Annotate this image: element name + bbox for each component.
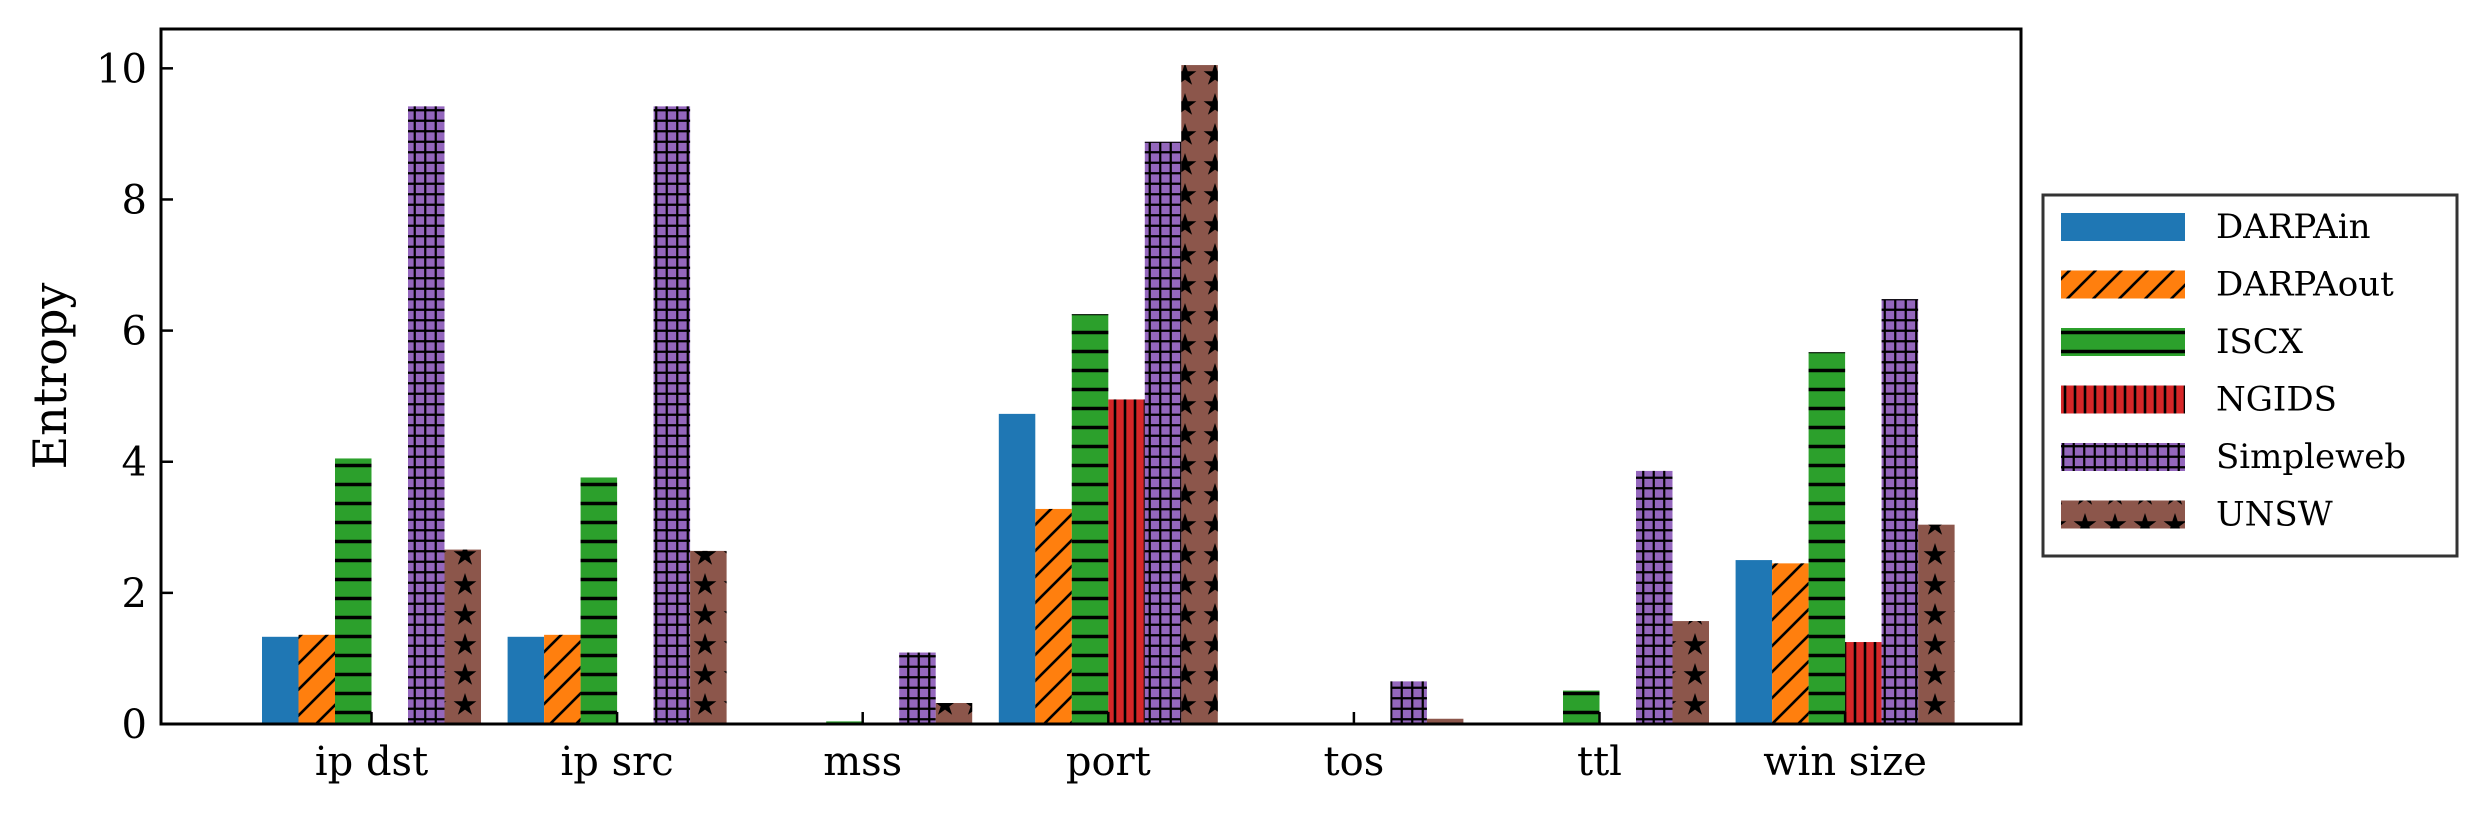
legend-swatch-hatch-UNSW <box>2061 500 2185 529</box>
bar-hatch-ISCX-ip-dst <box>335 458 372 724</box>
bar-hatch-Simpleweb-win-size <box>1881 299 1919 724</box>
y-tick-label: 4 <box>122 440 147 486</box>
bar-DARPAin-port <box>998 413 1036 724</box>
x-tick-label: port <box>1066 739 1151 785</box>
x-tick-label: ttl <box>1577 739 1622 785</box>
legend-label-DARPAin: DARPAin <box>2216 207 2371 247</box>
series-Simpleweb <box>408 106 1919 725</box>
bar-hatch-ISCX-ip-src <box>580 477 618 724</box>
plot-frame <box>159 27 2023 726</box>
y-tick-label: 10 <box>96 46 147 92</box>
legend-label-ISCX: ISCX <box>2216 322 2304 362</box>
legend-swatch-DARPAin <box>2061 213 2185 241</box>
bar-DARPAin-ip-dst <box>262 636 299 724</box>
bar-hatch-ISCX-win-size <box>1808 352 1846 724</box>
bar-hatch-UNSW-port <box>1181 65 1218 724</box>
x-tick-label: tos <box>1324 739 1385 785</box>
legend-swatch-hatch-NGIDS <box>2061 385 2185 414</box>
bar-hatch-DARPAout-port <box>1035 508 1072 724</box>
legend-label-Simpleweb: Simpleweb <box>2216 437 2406 477</box>
x-tick-label: mss <box>823 739 902 785</box>
bar-hatch-Simpleweb-ttl <box>1636 470 1673 724</box>
bar-hatch-DARPAout-win-size <box>1772 563 1809 724</box>
series-DARPAout <box>298 508 1809 724</box>
series-UNSW <box>444 65 1955 724</box>
legend-label-NGIDS: NGIDS <box>2216 380 2337 420</box>
series-DARPAin <box>262 413 1773 724</box>
legend-frame <box>2041 193 2459 558</box>
x-tick-label: ip dst <box>315 739 428 785</box>
y-tick-label: 8 <box>122 177 147 223</box>
y-axis-label: Entropy <box>23 283 77 470</box>
legend-swatch-hatch-DARPAout <box>2061 270 2185 299</box>
bar-hatch-NGIDS-win-size <box>1845 642 1882 724</box>
legend-label-DARPAout: DARPAout <box>2216 265 2394 305</box>
bar-hatch-Simpleweb-ip-dst <box>408 106 445 725</box>
bar-hatch-Simpleweb-port <box>1144 141 1182 725</box>
bar-hatch-UNSW-mss <box>935 703 973 724</box>
y-tick-label: 0 <box>122 702 147 748</box>
bar-hatch-Simpleweb-mss <box>899 652 936 724</box>
legend-label-UNSW: UNSW <box>2216 495 2333 535</box>
series-NGIDS <box>1108 399 1882 724</box>
y-tick-label: 6 <box>122 309 147 355</box>
bar-DARPAin-ip-src <box>507 636 545 724</box>
x-tick-label: win size <box>1763 739 1927 785</box>
legend-items: DARPAin DARPAout ISCX NGIDS Simpleweb UNSW <box>2061 207 2406 535</box>
bars-layer <box>262 65 1955 725</box>
legend: DARPAin DARPAout ISCX NGIDS Simpleweb UNSW <box>2041 193 2459 558</box>
bar-hatch-UNSW-win-size <box>1918 524 1955 724</box>
bar-hatch-UNSW-ttl <box>1672 621 1709 724</box>
legend-swatch-hatch-Simpleweb <box>2061 443 2185 471</box>
bar-hatch-UNSW-ip-src <box>690 550 727 724</box>
legend-swatch-hatch-ISCX <box>2061 328 2185 356</box>
bar-hatch-ISCX-port <box>1071 314 1109 724</box>
bar-hatch-DARPAout-ip-src <box>544 634 581 724</box>
series-ISCX <box>335 314 1846 724</box>
bar-hatch-UNSW-ip-dst <box>444 549 481 724</box>
bar-hatch-UNSW-tos <box>1426 718 1464 724</box>
bar-hatch-DARPAout-ip-dst <box>298 634 335 724</box>
bar-hatch-ISCX-ttl <box>1563 690 1600 724</box>
bar-hatch-NGIDS-port <box>1108 399 1145 724</box>
y-axis: 0 2 4 6 8 10 <box>96 46 173 748</box>
x-tick-label: ip src <box>561 739 674 785</box>
bar-DARPAin-win-size <box>1735 560 1773 724</box>
bar-hatch-Simpleweb-ip-src <box>653 106 691 725</box>
y-tick-label: 2 <box>122 571 147 617</box>
bar-hatch-Simpleweb-tos <box>1390 681 1427 724</box>
x-axis: ip dst ip src mss port tos ttl win size <box>315 712 1927 785</box>
